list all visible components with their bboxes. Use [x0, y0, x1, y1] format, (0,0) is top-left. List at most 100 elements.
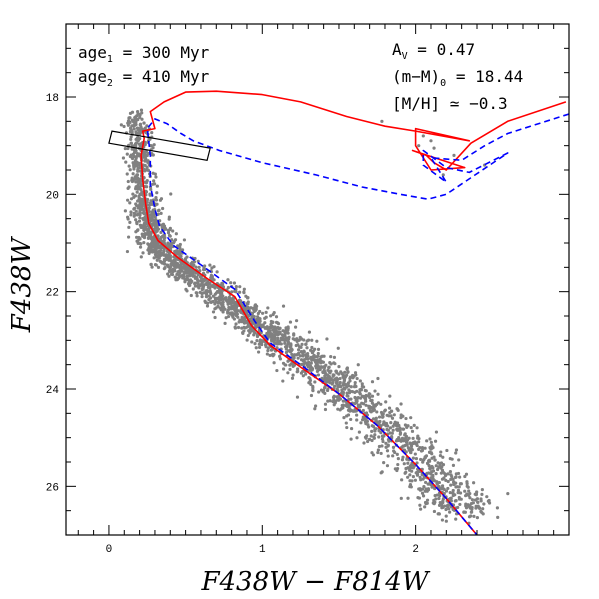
star-point — [423, 500, 428, 505]
star-point — [279, 342, 283, 346]
star-point — [405, 457, 409, 461]
star-point — [406, 475, 410, 479]
star-point — [192, 274, 196, 278]
star-point — [369, 434, 373, 438]
star-point — [338, 380, 342, 385]
star-point — [127, 225, 131, 229]
star-point — [418, 475, 422, 479]
star-point — [467, 493, 471, 497]
star-point — [128, 120, 132, 124]
star-point — [158, 198, 163, 202]
star-point — [360, 401, 364, 405]
star-point — [376, 450, 380, 455]
star-point — [345, 367, 349, 371]
star-point — [384, 400, 388, 404]
star-point — [413, 452, 417, 456]
star-point — [392, 413, 396, 417]
star-point — [211, 299, 215, 304]
star-point — [371, 424, 376, 429]
star-point — [237, 298, 241, 302]
star-point — [434, 472, 438, 476]
star-point — [178, 242, 182, 247]
star-point — [358, 405, 362, 409]
star-point — [154, 222, 158, 226]
star-point — [131, 192, 135, 196]
star-point — [463, 489, 467, 493]
star-point — [179, 265, 184, 269]
star-point — [495, 506, 500, 510]
star-point — [140, 207, 144, 211]
star-point — [225, 299, 229, 303]
star-point — [355, 376, 359, 381]
star-point — [236, 309, 240, 313]
axis-ticks — [66, 24, 570, 536]
star-point — [123, 146, 127, 151]
star-point — [335, 376, 339, 380]
star-point — [451, 463, 456, 467]
star-point — [152, 182, 157, 186]
star-point — [288, 320, 293, 324]
star-point — [329, 369, 333, 373]
star-point — [271, 320, 275, 324]
star-point — [131, 178, 135, 183]
star-point — [135, 190, 139, 194]
star-point — [209, 291, 213, 296]
star-point — [121, 156, 126, 160]
star-point — [299, 337, 304, 341]
star-point — [348, 379, 352, 383]
star-point — [151, 213, 155, 217]
star-point — [353, 371, 358, 375]
star-point — [126, 235, 131, 239]
star-point — [364, 393, 368, 398]
star-point — [394, 421, 398, 425]
star-point — [448, 497, 452, 501]
star-point — [128, 154, 132, 159]
star-point — [166, 242, 170, 246]
star-point — [190, 260, 194, 264]
star-point — [428, 437, 432, 441]
star-point — [176, 244, 180, 248]
star-point — [149, 144, 153, 148]
star-point — [169, 192, 173, 196]
star-point — [167, 233, 172, 238]
star-point — [171, 229, 175, 233]
star-point — [446, 486, 450, 491]
star-point — [292, 333, 296, 337]
data-points — [119, 108, 510, 525]
selection-box-outline — [108, 130, 211, 161]
star-point — [149, 219, 153, 223]
star-point — [408, 473, 412, 477]
star-point — [160, 226, 164, 230]
star-point — [200, 294, 204, 299]
star-point — [152, 143, 156, 147]
star-point — [323, 385, 327, 389]
star-point — [417, 440, 421, 444]
star-point — [395, 452, 399, 456]
star-point — [245, 338, 249, 342]
star-point — [166, 231, 171, 235]
star-point — [377, 415, 382, 419]
star-point — [238, 290, 242, 294]
star-point — [448, 469, 452, 474]
star-point — [329, 355, 333, 359]
star-point — [419, 457, 423, 462]
star-point — [388, 426, 393, 430]
star-point — [334, 380, 338, 384]
star-point — [417, 436, 421, 441]
star-point — [123, 209, 127, 213]
star-point — [345, 394, 349, 398]
star-point — [125, 249, 130, 254]
star-point — [349, 417, 353, 422]
star-point — [424, 487, 428, 491]
star-point — [353, 395, 357, 400]
star-point — [286, 349, 291, 353]
star-point — [141, 155, 145, 159]
star-point — [154, 218, 158, 222]
star-point — [472, 481, 476, 485]
star-point — [336, 346, 340, 350]
star-point — [139, 129, 143, 133]
star-point — [323, 370, 327, 374]
star-point — [236, 325, 241, 330]
star-point — [300, 342, 304, 346]
star-point — [281, 329, 285, 333]
